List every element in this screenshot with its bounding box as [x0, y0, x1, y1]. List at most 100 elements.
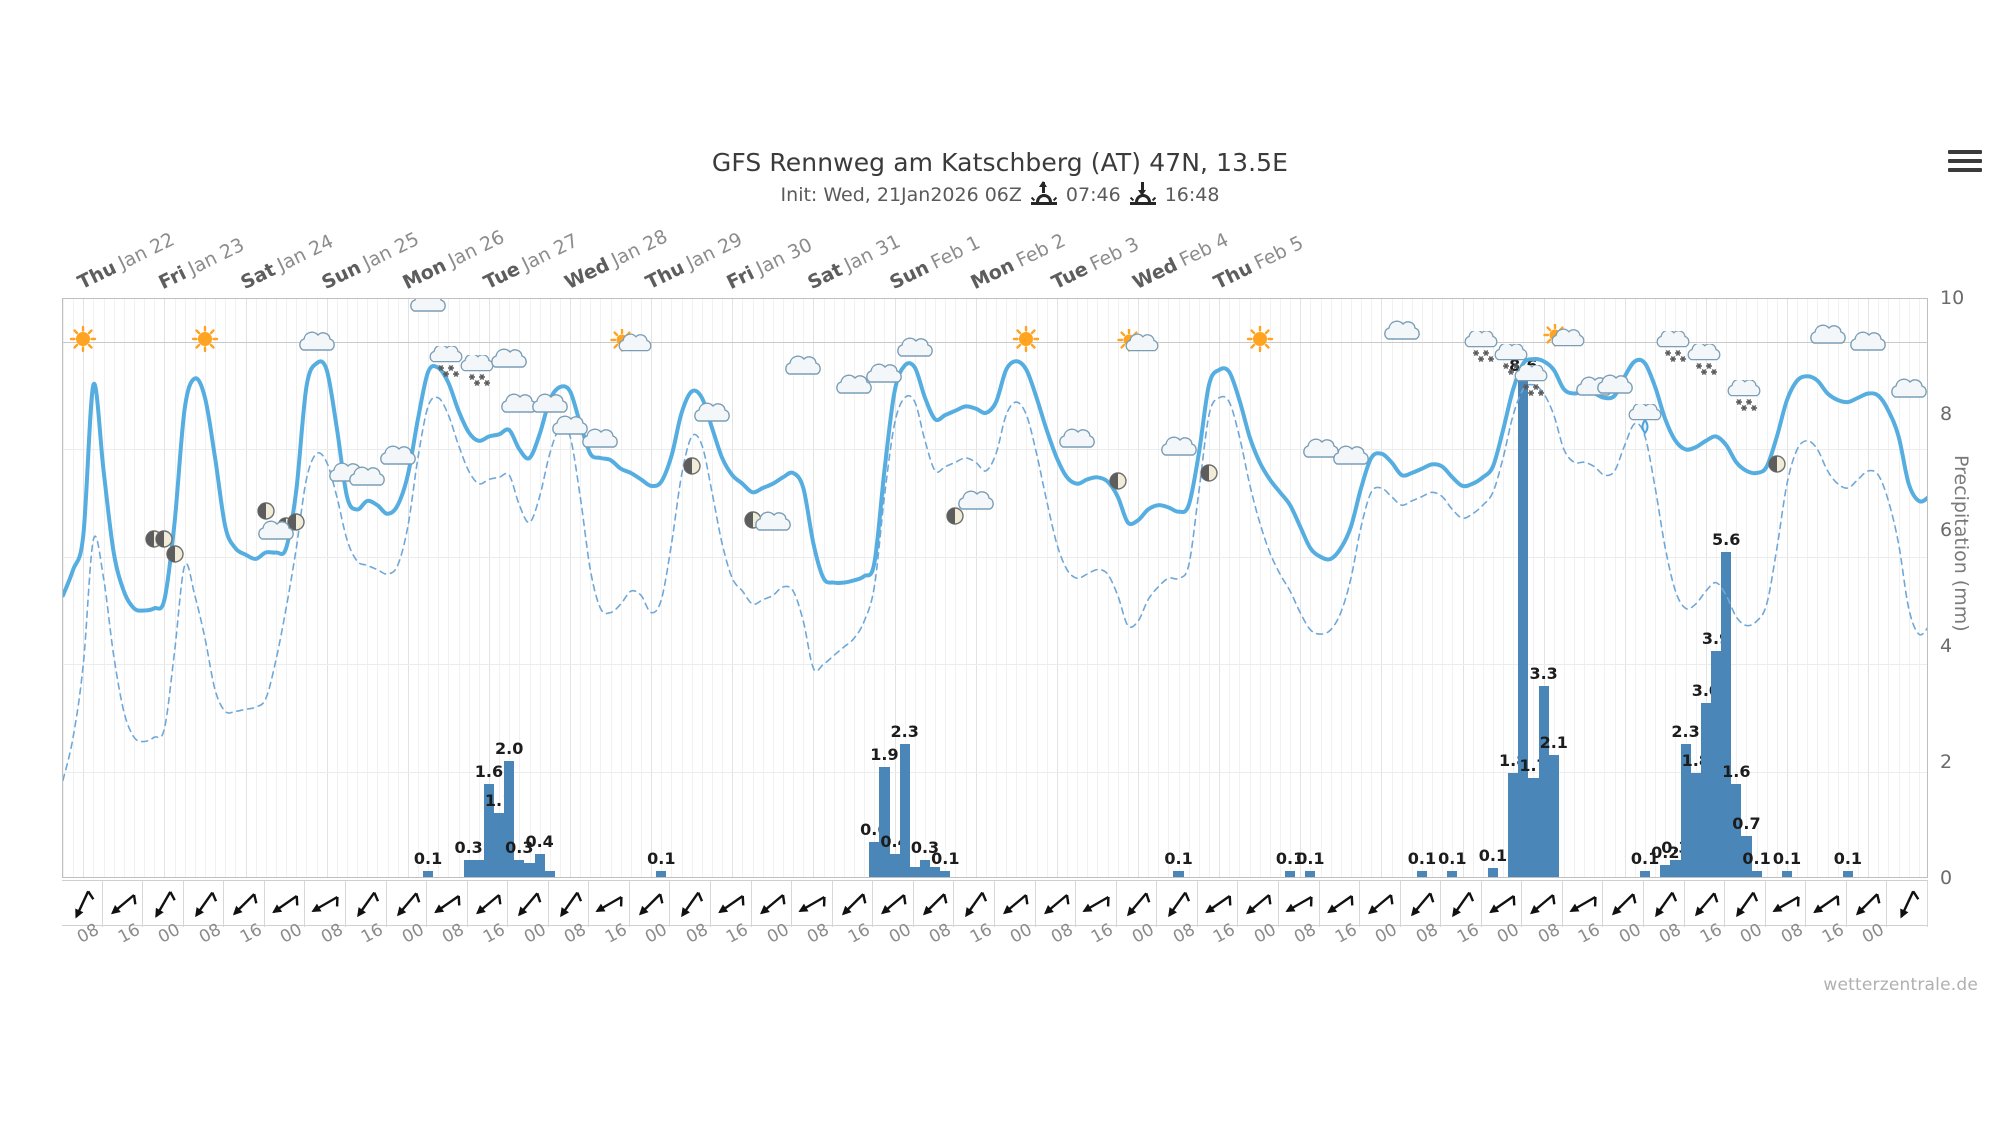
cloud-weather-icon — [1806, 324, 1850, 362]
precipitation-bar — [514, 859, 525, 877]
wind-barb-cell — [549, 881, 590, 927]
grid-line-vertical — [590, 299, 592, 877]
cloud-snow-weather-icon — [457, 353, 501, 393]
precipitation-bar — [1680, 743, 1691, 877]
precipitation-tick-label: 10 — [1940, 287, 1965, 309]
wind-barb-cell — [670, 881, 712, 927]
wind-barb-cell — [1238, 881, 1279, 927]
precipitation-value-label: 1.6 — [474, 762, 504, 782]
cloud-weather-icon — [254, 520, 298, 558]
grid-line-vertical — [1158, 299, 1160, 877]
precipitation-value-label: 5.6 — [1712, 530, 1741, 550]
grid-line-vertical — [1645, 299, 1647, 877]
sun-weather-icon — [63, 324, 105, 362]
grid-line-vertical — [1736, 299, 1738, 877]
cloud-weather-icon — [548, 415, 592, 453]
grid-line-vertical — [174, 299, 176, 877]
wind-barb-cell — [1117, 881, 1158, 927]
cloud-snow-weather-icon — [1511, 363, 1555, 403]
grid-line-vertical — [1553, 299, 1555, 877]
cloud-weather-icon — [1380, 320, 1424, 358]
wind-barb-cell — [1847, 881, 1888, 927]
wind-barb-cell — [995, 881, 1036, 927]
precipitation-bar — [1690, 772, 1701, 877]
precipitation-bar — [483, 784, 494, 877]
precipitation-bar — [869, 842, 880, 877]
precipitation-bar — [909, 866, 920, 877]
grid-line-vertical — [1716, 299, 1718, 877]
grid-line-vertical — [641, 299, 643, 877]
grid-line-vertical — [1604, 299, 1606, 877]
sun-cloud-weather-icon — [609, 328, 653, 367]
grid-line-vertical — [1503, 299, 1505, 877]
grid-line-vertical — [996, 299, 997, 877]
precipitation-value-label: 3.3 — [1529, 663, 1558, 683]
wind-barb-cell — [1157, 881, 1198, 927]
grid-line-vertical — [83, 299, 85, 877]
precipitation-bar — [1173, 871, 1184, 877]
moon-weather-icon — [670, 451, 714, 489]
wind-barb-cell — [589, 881, 630, 927]
grid-line-vertical — [478, 299, 480, 877]
day-label: SatJan 31 — [804, 230, 905, 294]
cloud-rain-weather-icon — [1623, 402, 1667, 442]
grid-line-vertical — [1391, 299, 1393, 877]
grid-line-vertical — [306, 299, 308, 877]
grid-line-horizontal — [63, 449, 1927, 451]
wind-barb-cell — [1401, 881, 1442, 927]
precipitation-value-label: 0.3 — [910, 837, 940, 857]
grid-line-vertical — [204, 299, 206, 877]
grid-line-vertical — [651, 299, 653, 877]
grid-line-vertical — [215, 299, 217, 877]
precipitation-bar — [473, 859, 484, 877]
grid-line-vertical — [1361, 299, 1363, 877]
precipitation-bar — [423, 871, 434, 877]
grid-line-vertical — [336, 299, 338, 877]
grid-line-vertical — [154, 299, 156, 877]
grid-line-vertical — [1259, 299, 1261, 877]
grid-line-vertical — [1432, 299, 1434, 877]
grid-line-vertical — [1229, 299, 1231, 877]
precipitation-bar — [1842, 871, 1853, 877]
precipitation-bar — [1710, 650, 1722, 877]
grid-line-vertical — [610, 299, 612, 877]
wind-barb-cell — [792, 881, 833, 927]
wind-barb-cell — [630, 881, 671, 927]
menu-bar-3 — [1948, 168, 1982, 172]
grid-line-vertical — [407, 299, 409, 877]
grid-line-vertical — [1858, 299, 1859, 877]
grid-line-vertical — [1533, 299, 1535, 877]
grid-line-vertical — [1097, 299, 1099, 877]
grid-line-vertical — [1908, 299, 1910, 877]
grid-line-vertical — [1705, 299, 1707, 877]
cloud-weather-icon — [578, 428, 622, 466]
cloud-weather-icon — [376, 445, 420, 483]
grid-line-vertical — [549, 299, 551, 877]
moon-weather-icon — [142, 524, 186, 562]
precipitation-tick-label: 4 — [1940, 635, 1953, 657]
temperature-curves — [63, 357, 1927, 781]
title-block: GFS Rennweg am Katschberg (AT) 47N, 13.5… — [0, 148, 2000, 206]
grid-line-vertical — [113, 299, 115, 877]
grid-line-vertical — [326, 299, 328, 877]
temperature-series-line — [63, 357, 1927, 613]
grid-line-vertical — [387, 299, 389, 877]
wind-barb-cell — [387, 881, 428, 927]
grid-line-vertical — [1411, 299, 1413, 877]
sun-weather-icon — [1004, 324, 1048, 362]
precipitation-value-label: 2.1 — [1539, 733, 1568, 753]
grid-line-vertical — [184, 299, 186, 877]
wind-barb-cell — [427, 881, 468, 927]
grid-line-horizontal — [63, 664, 1927, 666]
precipitation-value-label: 0.7 — [1732, 814, 1761, 834]
precipitation-bar — [919, 859, 931, 877]
precipitation-bar — [656, 871, 667, 877]
hamburger-menu-icon[interactable] — [1948, 150, 1982, 176]
grid-line-vertical — [793, 299, 795, 877]
grid-line-vertical — [1847, 299, 1849, 877]
grid-line-vertical — [752, 299, 754, 877]
menu-bar-2 — [1948, 159, 1982, 163]
precipitation-value-label: 0.1 — [1296, 849, 1325, 869]
grid-line-vertical — [580, 299, 582, 877]
